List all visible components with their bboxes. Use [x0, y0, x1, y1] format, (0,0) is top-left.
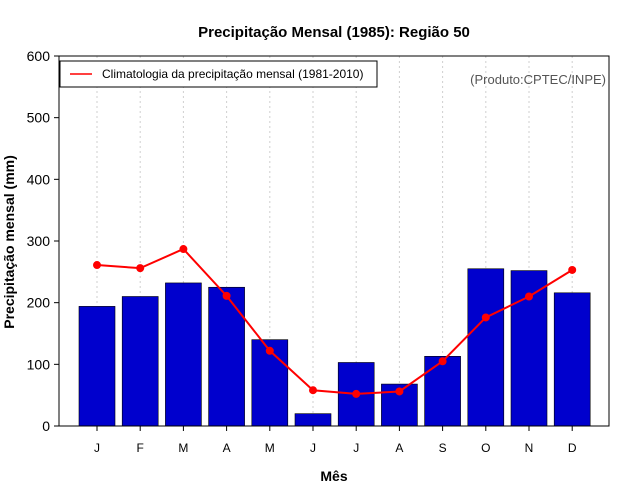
bar — [467, 268, 505, 427]
legend-box — [59, 60, 378, 88]
climatology-line — [96, 247, 573, 395]
y-tick-label: 100 — [27, 356, 51, 372]
x-tick-label: J — [310, 441, 316, 455]
climatology-point — [525, 292, 533, 301]
bar — [424, 356, 461, 427]
climatology-point — [136, 264, 145, 273]
climatology-point — [93, 261, 101, 270]
climatology-point — [568, 265, 577, 274]
gridlines — [96, 56, 573, 426]
climatology-point — [265, 346, 274, 355]
legend-label-climatology: Climatologia da precipitação mensal (198… — [102, 67, 363, 81]
x-tick-label: M — [178, 441, 188, 455]
x-tick-label: M — [265, 441, 275, 455]
climatology-point — [481, 313, 490, 322]
x-tick-label: J — [353, 441, 359, 455]
bar — [294, 413, 332, 427]
x-axis-title: Mês — [320, 468, 347, 484]
x-tick-label: N — [525, 441, 534, 455]
y-tick-label: 300 — [27, 233, 51, 249]
legend: Climatologia da precipitação mensal (198… — [59, 60, 378, 88]
bar — [78, 306, 116, 427]
climatology-point — [438, 357, 447, 366]
bar — [208, 286, 245, 427]
x-tick-label: O — [481, 441, 490, 455]
chart-title: Precipitação Mensal (1985): Região 50 — [198, 24, 470, 41]
y-tick-label: 600 — [27, 48, 51, 64]
bars-group — [78, 268, 591, 427]
x-tick-label: A — [395, 441, 403, 455]
x-tick-label: J — [94, 441, 100, 455]
y-tick-label: 0 — [42, 418, 50, 434]
x-tick-label: D — [568, 441, 577, 455]
bar — [553, 292, 591, 427]
bar — [121, 296, 159, 427]
bar — [165, 282, 202, 427]
climatology-point — [309, 386, 317, 395]
y-tick-label: 200 — [27, 295, 51, 311]
climatology-line-group — [93, 245, 577, 398]
y-tick-label: 400 — [27, 171, 51, 187]
climatology-point — [222, 291, 231, 300]
credit-text: (Produto:CPTEC/INPE) — [470, 72, 606, 87]
y-tick-label: 500 — [27, 110, 51, 126]
y-axis: 0 100 200 300 400 500 600 — [27, 48, 59, 434]
climatology-point — [395, 387, 404, 396]
y-axis-title: Precipitação mensal (mm) — [1, 155, 17, 329]
climatology-point — [179, 245, 188, 254]
climatology-point — [352, 389, 361, 398]
x-tick-label: F — [137, 441, 144, 455]
x-tick-label: S — [439, 441, 447, 455]
bar — [510, 270, 548, 427]
x-tick-label: A — [223, 441, 231, 455]
